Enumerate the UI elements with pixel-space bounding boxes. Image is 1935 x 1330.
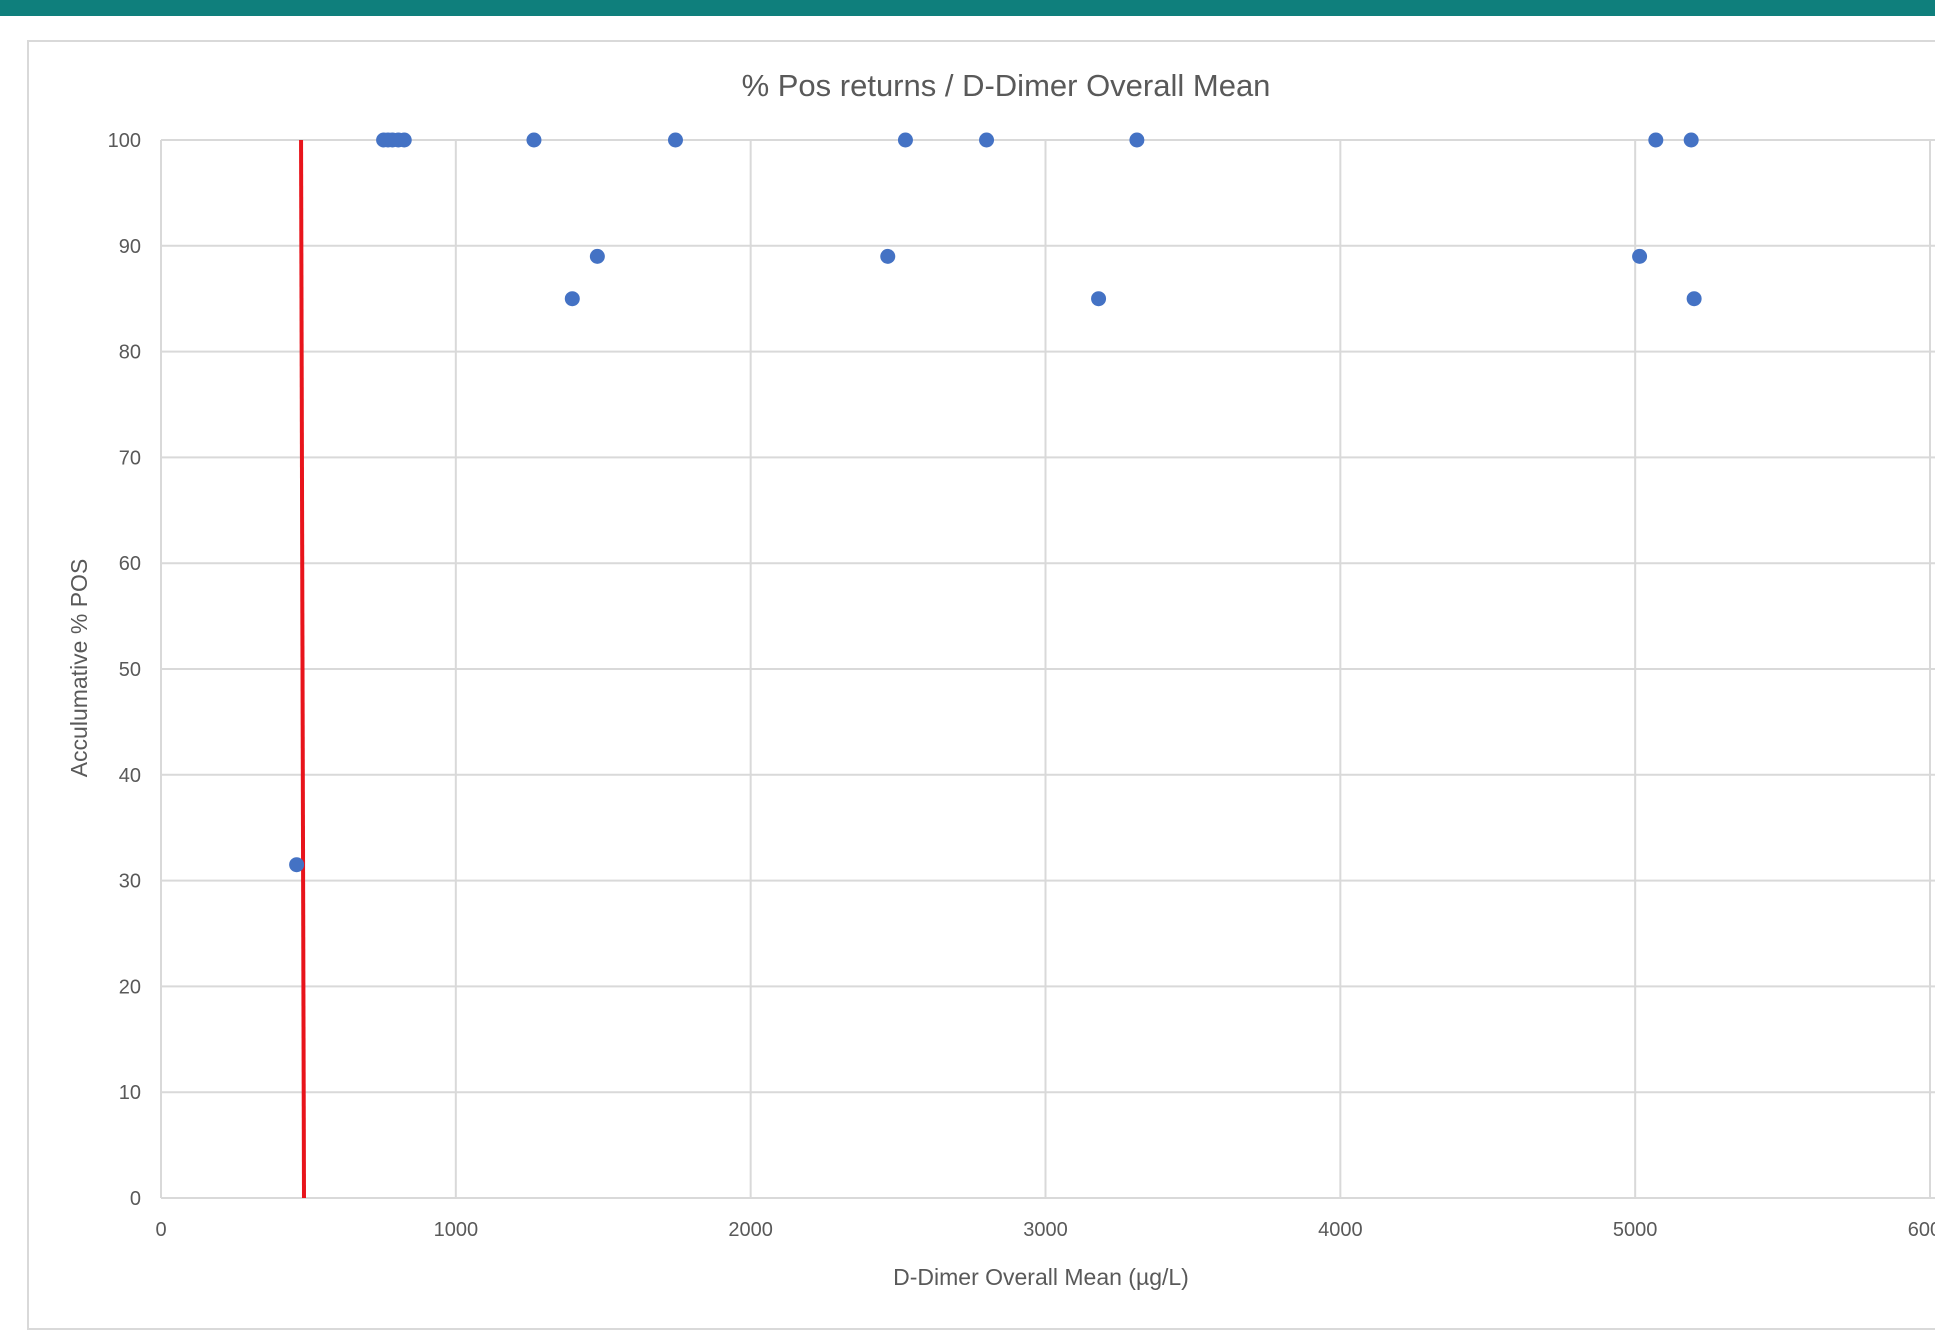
- data-point: [979, 132, 995, 148]
- data-point: [667, 132, 683, 148]
- data-point: [897, 132, 913, 148]
- data-points: [289, 132, 1702, 873]
- data-point: [1129, 132, 1145, 148]
- y-tick-labels: 0 10 20 30 40 50 60 70 80 90 100: [108, 130, 141, 1210]
- data-point: [1686, 291, 1702, 307]
- data-point: [1632, 248, 1648, 264]
- y-tick-label: 30: [119, 871, 141, 893]
- threshold-line-layer: [299, 139, 306, 1199]
- data-point: [1648, 132, 1664, 148]
- y-tick-label: 10: [119, 1082, 141, 1104]
- gridlines: [161, 139, 1935, 1198]
- y-axis-label: Acculumative % POS: [66, 559, 92, 778]
- y-tick-label: 40: [119, 765, 141, 787]
- top-accent-bar: [0, 0, 1935, 16]
- data-point: [564, 291, 580, 307]
- threshold-line: [299, 139, 306, 1199]
- data-point: [526, 132, 542, 148]
- x-tick-label: 3000: [1023, 1219, 1068, 1241]
- scatter-chart: 0 1000 2000 3000 4000 5000 6000 0 10 20 30 40 50 60 7…: [66, 68, 1935, 1290]
- data-point: [880, 248, 896, 264]
- axes: [160, 140, 1935, 1199]
- x-tick-labels: 0 1000 2000 3000 4000 5000 6000: [155, 1219, 1935, 1241]
- y-tick-label: 60: [119, 553, 141, 575]
- data-point: [289, 857, 305, 873]
- y-tick-label: 70: [119, 447, 141, 469]
- y-tick-label: 100: [108, 130, 141, 152]
- data-point: [396, 132, 412, 148]
- y-tick-label: 80: [119, 342, 141, 364]
- x-tick-label: 4000: [1318, 1219, 1363, 1241]
- x-axis-label: D-Dimer Overall Mean (µg/L): [893, 1264, 1189, 1290]
- chart-title: % Pos returns / D-Dimer Overall Mean: [742, 68, 1271, 103]
- x-tick-label: 2000: [728, 1219, 773, 1241]
- y-tick-label: 0: [130, 1188, 141, 1210]
- x-tick-label: 6000: [1908, 1219, 1935, 1241]
- data-point: [1683, 132, 1699, 148]
- y-tick-label: 50: [119, 659, 141, 681]
- x-tick-label: 5000: [1613, 1219, 1658, 1241]
- y-tick-label: 20: [119, 976, 141, 998]
- x-tick-label: 1000: [434, 1219, 479, 1241]
- y-tick-label: 90: [119, 236, 141, 258]
- data-point: [589, 248, 605, 264]
- data-point: [1091, 291, 1107, 307]
- x-tick-label: 0: [155, 1219, 166, 1241]
